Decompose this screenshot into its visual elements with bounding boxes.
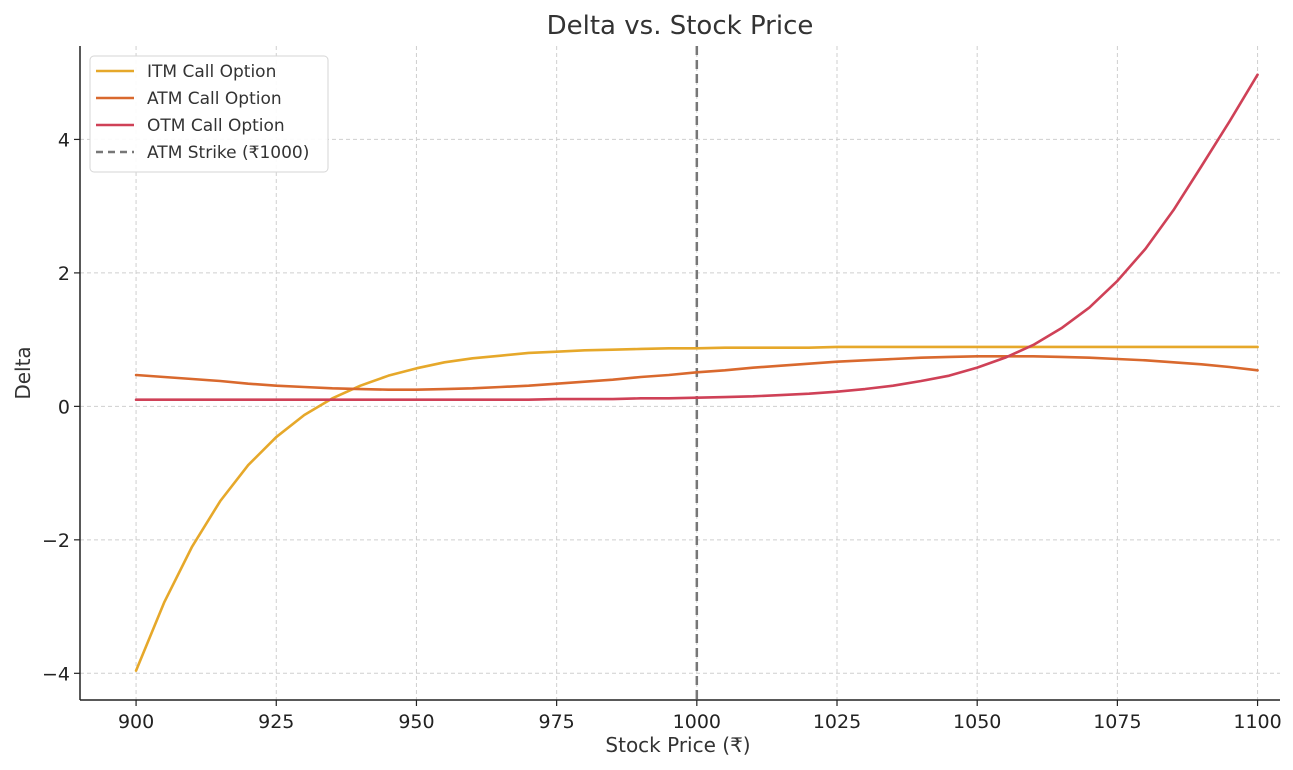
x-tick-label: 1000 — [673, 711, 721, 733]
y-tick-label: 4 — [58, 129, 70, 151]
y-tick-label: −2 — [42, 530, 70, 552]
x-tick-label: 1025 — [813, 711, 861, 733]
x-tick-label: 1100 — [1233, 711, 1281, 733]
y-tick-label: −4 — [42, 663, 70, 685]
x-tick-label: 975 — [539, 711, 575, 733]
series-line-3 — [134, 73, 1259, 401]
x-tick-label: 1075 — [1093, 711, 1141, 733]
y-tick-label: 0 — [58, 396, 70, 418]
x-axis-label: Stock Price (₹) — [605, 733, 750, 757]
legend-label: ITM Call Option — [147, 62, 276, 82]
x-tick-label: 950 — [398, 711, 434, 733]
series-line-1 — [134, 345, 1259, 672]
legend-label: ATM Strike (₹1000) — [147, 143, 309, 163]
x-tick-label: 1050 — [953, 711, 1001, 733]
series-line-2 — [134, 355, 1259, 391]
x-tick-label: 900 — [118, 711, 154, 733]
x-tick-label: 925 — [258, 711, 294, 733]
legend-box — [89, 55, 329, 173]
y-axis-label: Delta — [11, 346, 35, 399]
y-tick-label: 2 — [58, 263, 70, 285]
legend-label: OTM Call Option — [147, 116, 285, 136]
chart-title: Delta vs. Stock Price — [547, 11, 814, 41]
legend-label: ATM Call Option — [147, 89, 282, 109]
